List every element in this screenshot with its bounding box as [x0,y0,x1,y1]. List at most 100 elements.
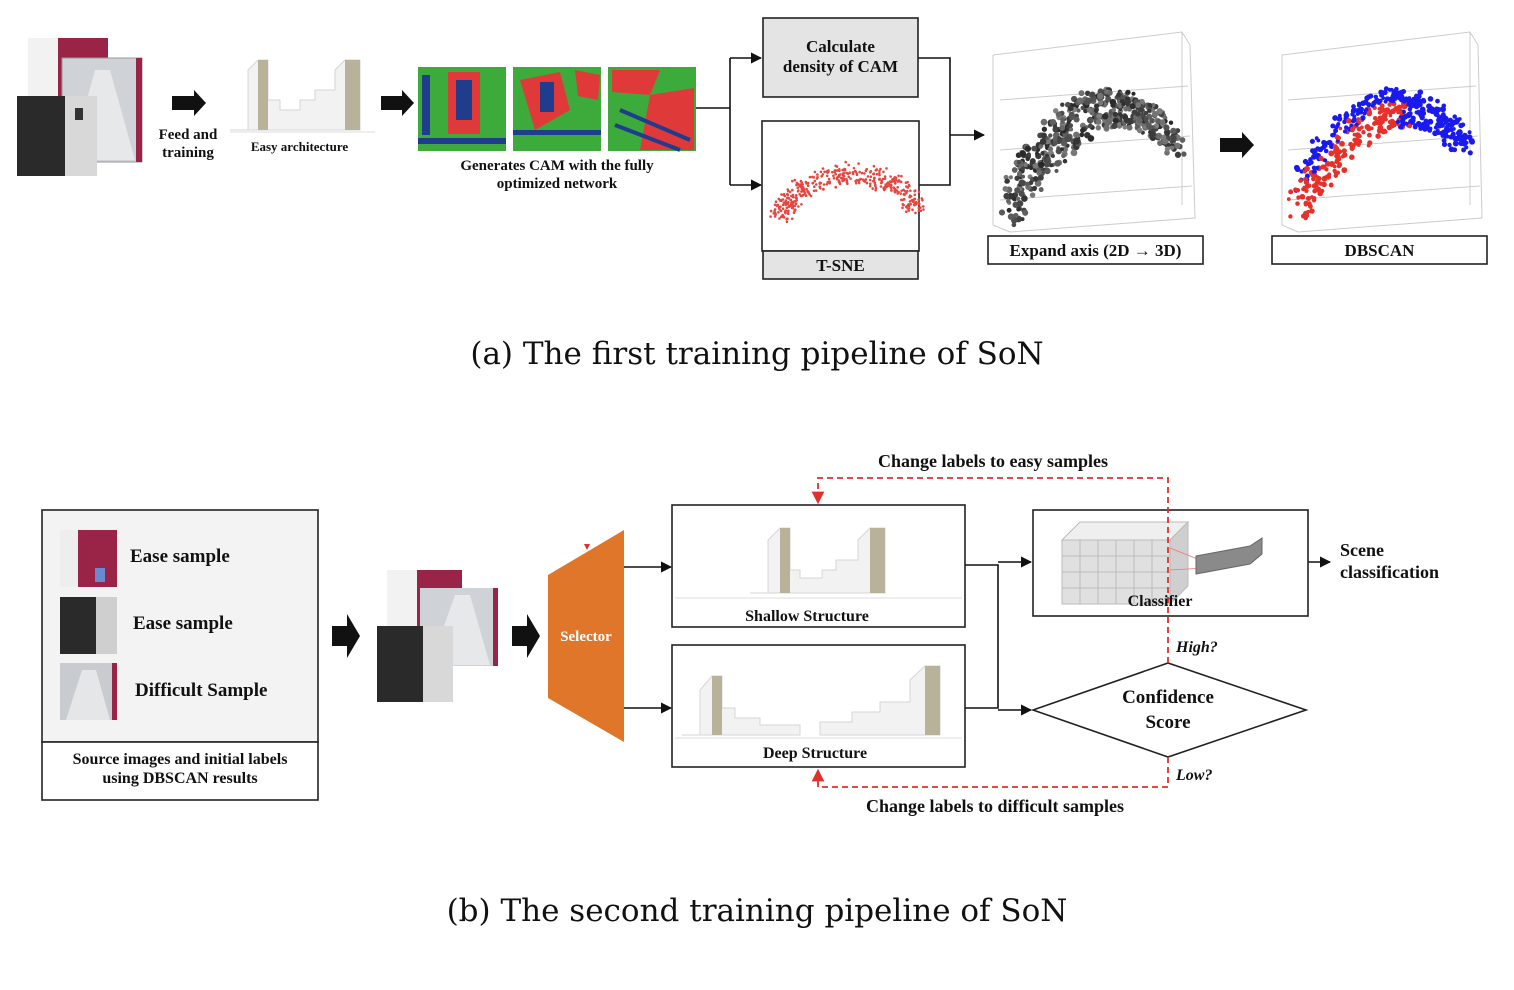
tsne-point [773,203,777,207]
cluster-red-point [1336,156,1342,162]
scatter-point [1156,108,1163,115]
tsne-point [773,209,776,213]
confidence-label: Confidence Score [1122,687,1214,733]
cluster-blue-point [1421,98,1427,104]
scene-classification-label: Scene classification [1340,540,1439,582]
tsne-point [899,192,902,195]
expand-axis-box [987,235,1204,265]
cluster-blue-point [1364,107,1369,112]
cluster-red-point [1306,209,1311,214]
cluster-blue-point [1333,128,1339,134]
scatter-point [1061,146,1069,153]
tsne-point [892,177,896,180]
tsne-point [821,167,825,170]
scatter-point [998,209,1006,216]
cluster-red-point [1396,104,1403,110]
tsne-point [906,180,909,184]
tsne-point [911,208,914,211]
cluster-blue-point [1439,106,1445,112]
tsne-point [799,183,802,186]
cluster-blue-point [1407,102,1413,108]
tsne-point [816,175,819,179]
tsne-point [902,203,905,207]
cluster-blue-point [1401,97,1408,104]
cluster-red-point [1349,126,1355,132]
cluster-red-point [1386,124,1393,131]
tsne-point [900,189,903,193]
scatter-point [1052,124,1058,129]
tsne-point [847,175,850,179]
merge-connectors [965,556,1332,716]
cluster-blue-point [1344,125,1349,130]
scatter-point [1157,140,1163,146]
tsne-point [914,211,917,215]
scatter-point [1112,111,1118,118]
cluster-blue-point [1309,148,1315,154]
cluster-red-point [1324,167,1329,172]
tsne-point [822,183,826,186]
cluster-red-point [1349,145,1355,151]
tsne-point [908,184,911,188]
tsne-point [880,181,883,185]
tsne-point [909,189,912,193]
cluster-red-point [1380,119,1385,124]
tsne-point [903,193,906,197]
cluster-red-point [1346,117,1352,124]
cluster-blue-point [1334,125,1339,130]
cluster-blue-point [1342,129,1348,134]
tsne-point [896,186,899,189]
tsne-scatter [769,160,925,224]
cluster-red-point [1349,154,1355,160]
cluster-blue-point [1352,114,1357,119]
cluster-red-point [1375,120,1381,126]
scatter-point [1061,153,1066,159]
tsne-point [795,183,798,187]
tsne-point [773,215,777,218]
scatter-point [1016,200,1024,207]
scatter-point [1070,149,1078,157]
scatter-point [1015,152,1022,159]
cluster-red-point [1366,132,1372,138]
scatter-point [1032,176,1039,182]
tsne-point [779,215,783,218]
tsne-point [873,176,876,180]
tsne-point [913,201,916,204]
cluster-blue-point [1454,117,1461,123]
shallow-blocks [675,527,962,599]
tsne-point [864,178,868,181]
tsne-point [795,181,799,185]
tsne-point [858,170,861,174]
feedback-loops [811,477,1169,788]
tsne-point [908,195,911,199]
tsne-point [917,190,921,194]
tsne-point [847,163,850,167]
scatter-point [1020,174,1026,179]
confidence-diamond [1030,662,1309,758]
tsne-point [894,178,898,182]
scatter-point [1109,98,1117,106]
tsne-point [787,189,790,193]
scatter-point [1006,207,1012,213]
scatter-point [1052,140,1058,146]
tsne-point [849,177,852,180]
scatter-point [1135,102,1142,108]
tsne-point [784,199,788,202]
tsne-point [917,206,921,210]
scatter-point [1018,179,1026,186]
tsne-point [854,181,858,185]
tsne-point [901,206,904,210]
tsne-point [912,203,916,206]
tsne-point [786,202,789,206]
tsne-point [838,169,841,173]
cluster-red-point [1332,164,1337,169]
tsne-point [796,190,800,193]
tsne-point [899,180,903,184]
scatter-point [1047,146,1054,152]
scatter-point [1029,192,1036,198]
tsne-point [915,202,918,206]
tsne-point [889,186,893,189]
cluster-blue-point [1441,103,1447,108]
scatter-point [1168,120,1174,125]
cluster-red-point [1341,167,1348,174]
scatter-point [1068,113,1075,121]
